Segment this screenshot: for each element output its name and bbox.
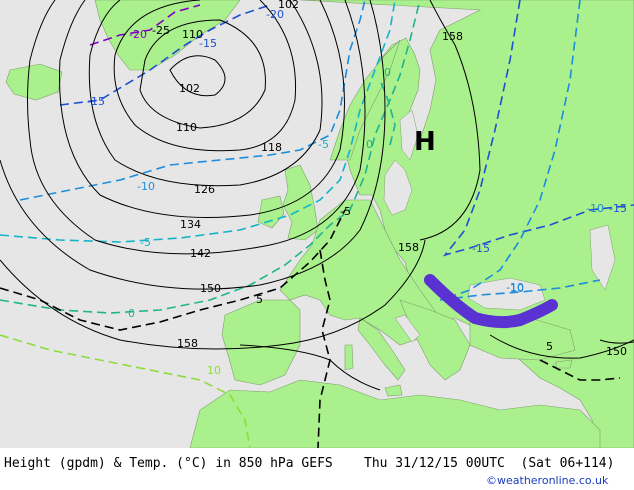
height-label: 158 xyxy=(177,337,198,350)
isotherm-minus15-east xyxy=(442,0,634,257)
height-label: 110 xyxy=(176,121,197,134)
temp-label: 0 xyxy=(128,307,135,320)
geopotential-134 xyxy=(59,0,345,218)
isotherm-zero-east xyxy=(379,79,396,146)
height-label: 126 xyxy=(194,183,215,196)
weather-front xyxy=(424,274,558,329)
temp-label: -15 xyxy=(199,37,217,50)
high-pressure-center: H xyxy=(414,127,436,157)
land-sicily xyxy=(384,384,403,397)
geopotential-150 xyxy=(0,0,386,290)
land-north-africa xyxy=(189,379,601,448)
geopotential-142 xyxy=(27,0,366,255)
height-label: 102 xyxy=(179,82,200,95)
height-label: 158 xyxy=(442,30,463,43)
temp-label: 10 xyxy=(207,364,221,377)
height-label: 134 xyxy=(180,218,201,231)
temp-label: 5 xyxy=(546,340,553,353)
geopotential-158-south xyxy=(239,344,381,391)
geopotential-110 xyxy=(139,19,266,129)
land-great-britain xyxy=(282,164,319,241)
geopotential-102 xyxy=(169,55,226,97)
map-valid-time: Thu 31/12/15 00UTC (Sat 06+114) xyxy=(364,456,615,471)
geopotential-118 xyxy=(113,0,297,152)
temp-label: 5 xyxy=(256,293,263,306)
geopotential-158-east xyxy=(489,334,634,359)
isotherm-plus10-east xyxy=(439,279,601,301)
geopotential-126 xyxy=(88,0,323,187)
sea-black xyxy=(467,277,546,311)
sea-adriatic xyxy=(394,314,421,343)
height-label: 118 xyxy=(261,141,282,154)
sea-bothnia xyxy=(399,109,419,161)
temp-label-group: -15 -20 -25 -15 -10 -5 0 5 10 -15 -10 -1… xyxy=(87,8,627,377)
height-contours xyxy=(0,0,634,391)
temp-label: -25 xyxy=(152,24,170,37)
isotherm-plus5-east xyxy=(539,359,621,381)
temp-label: -15 xyxy=(87,95,105,108)
land-sardinia xyxy=(344,344,354,371)
isotherm-minus20 xyxy=(89,4,201,46)
height-label: 102 xyxy=(278,0,299,11)
isotherm-minus5 xyxy=(0,0,396,243)
isotherm-minus10-east xyxy=(439,0,581,301)
isotherm-plus10 xyxy=(0,334,251,448)
land-ireland xyxy=(257,195,285,229)
isotherm-plus5 xyxy=(0,209,346,331)
map-footer: Height (gpdm) & Temp. (°C) in 850 hPa GE… xyxy=(0,448,634,490)
temp-label: -10 xyxy=(137,180,155,193)
height-label: 150 xyxy=(200,282,221,295)
map-title: Height (gpdm) & Temp. (°C) in 850 hPa GE… xyxy=(4,456,333,471)
isotherm-zero xyxy=(0,0,421,314)
temp-label: 0 xyxy=(384,66,391,79)
temperature-contours xyxy=(0,0,634,448)
land-turkey xyxy=(469,317,576,361)
land-iceland xyxy=(5,63,63,101)
sea-caspian xyxy=(589,224,616,291)
height-label: 158 xyxy=(398,241,419,254)
temp-label: -15 xyxy=(472,242,490,255)
land-italy xyxy=(357,317,406,381)
isotherm-minus15 xyxy=(59,4,271,106)
height-label: 142 xyxy=(190,247,211,260)
geopotential-150-east xyxy=(599,339,634,344)
temp-label: -10 xyxy=(586,202,604,215)
isotherm-plus5-south xyxy=(317,249,331,448)
temp-label: -5 xyxy=(140,236,151,249)
temp-label: -15 xyxy=(609,202,627,215)
land-continental-europe xyxy=(279,199,441,346)
weather-map: H 102 110 118 126 134 142 150 158 158 15… xyxy=(0,0,634,448)
height-label-group: 102 110 118 126 134 142 150 158 158 158 … xyxy=(176,0,627,358)
height-label: 110 xyxy=(182,28,203,41)
land-cyprus xyxy=(555,359,573,369)
temp-label: 0 xyxy=(366,138,373,151)
temp-label: -10 xyxy=(506,281,524,294)
land-iberia xyxy=(221,299,301,386)
sea-baltic xyxy=(383,159,413,216)
temp-label: -5 xyxy=(340,205,351,218)
credit-link[interactable]: ©weatheronline.co.uk xyxy=(486,474,609,487)
land-masses xyxy=(5,0,634,448)
isotherm-minus10 xyxy=(19,0,366,201)
geopotential-158 xyxy=(0,0,481,350)
inner-seas xyxy=(383,109,616,343)
temp-label: -5 xyxy=(318,138,329,151)
temp-label: -20 xyxy=(266,8,284,21)
temp-label: 10 xyxy=(510,282,524,295)
height-label: 150 xyxy=(606,345,627,358)
temp-label: -20 xyxy=(129,28,147,41)
